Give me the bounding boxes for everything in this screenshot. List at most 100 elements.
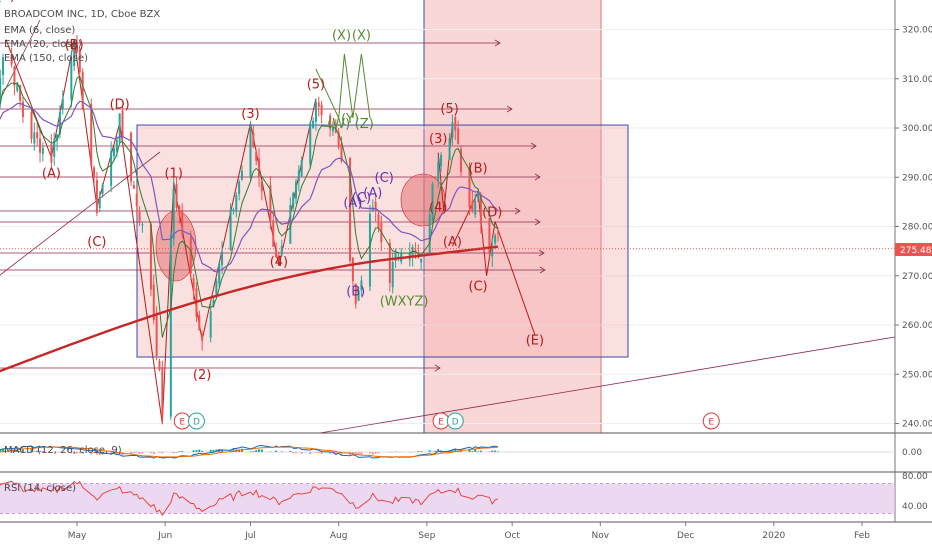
candle [90, 103, 93, 167]
macd-histogram-bar [252, 451, 255, 452]
macd-histogram-bar [58, 452, 61, 453]
macd-histogram-bar [351, 452, 354, 454]
candle [295, 181, 298, 199]
macd-histogram-bar [354, 452, 357, 454]
macd-histogram-bar [280, 451, 283, 452]
candle [21, 101, 24, 118]
range-box [136, 124, 629, 358]
candle [252, 132, 255, 148]
candle [420, 258, 423, 263]
candle [488, 218, 491, 254]
price-tick-label: 240.00 [902, 420, 932, 430]
time-tick-label: Jul [244, 531, 256, 541]
macd-histogram-bar [420, 451, 423, 452]
candle [78, 49, 81, 72]
macd-histogram-bar [161, 452, 164, 454]
macd-histogram-bar [496, 451, 499, 452]
rsi-line [0, 480, 499, 517]
candle [141, 224, 144, 226]
signal-line [0, 446, 498, 458]
candle [178, 206, 181, 216]
candle [479, 195, 482, 224]
time-zone-highlight [424, 0, 601, 433]
macd-histogram-bar [81, 452, 84, 454]
price-tick-label: 320.00 [902, 26, 932, 36]
event-marker-label: E [438, 418, 444, 428]
candle [269, 185, 272, 222]
wave-label: (B) [469, 161, 488, 176]
price-tick-label: 260.00 [902, 321, 932, 331]
macd-histogram-bar [300, 452, 303, 454]
wave-label: (C) [375, 171, 394, 186]
candle [292, 193, 295, 209]
candle [496, 232, 499, 234]
ema-layer [0, 75, 499, 373]
macd-histogram-bar [494, 450, 497, 452]
candle [349, 158, 352, 261]
candle [374, 201, 377, 211]
candle [258, 158, 261, 178]
candle [309, 123, 312, 165]
candle [16, 82, 19, 91]
macd-histogram-bar [309, 452, 312, 455]
candle [275, 248, 278, 258]
macd-histogram-bar [374, 452, 377, 454]
candle [255, 152, 258, 161]
ema-20-line [0, 100, 499, 273]
candle [494, 235, 497, 244]
wave-label: (Z) [355, 117, 374, 132]
candle [61, 98, 64, 109]
event-marker-label: E [708, 418, 714, 428]
candle [289, 205, 292, 244]
candle [152, 284, 155, 321]
candle [132, 184, 135, 189]
wave-label: (A) [343, 196, 362, 211]
candle [280, 245, 283, 256]
macd-histogram-bar [33, 451, 36, 452]
macd-histogram-bar [329, 452, 332, 454]
rsi-band [0, 483, 895, 514]
macd-histogram-bar [269, 451, 272, 452]
candle [56, 134, 59, 141]
candle [317, 102, 320, 107]
rsi-pane: 80.00 40.00 [0, 472, 928, 517]
candle [118, 113, 121, 143]
candle [272, 220, 275, 247]
candle [149, 224, 152, 290]
ema-6-line [0, 75, 499, 338]
candle [471, 201, 474, 211]
macd-histogram-bar [76, 452, 78, 454]
price-tick-label: 250.00 [902, 370, 932, 380]
macd-histogram-bar [479, 450, 482, 452]
macd-histogram-bar [289, 450, 292, 452]
candle [238, 181, 241, 195]
macd-histogram-bar [21, 449, 24, 452]
candle [135, 193, 138, 207]
macd-histogram-bar [138, 452, 141, 455]
macd-histogram-bar [229, 450, 232, 452]
macd-histogram-bar [181, 451, 184, 452]
drawing-layer [0, 19, 896, 434]
wave-label: (A) [42, 166, 61, 181]
candle [388, 242, 391, 284]
candle [53, 139, 56, 157]
candle [2, 57, 5, 75]
ray-arrowhead [534, 173, 541, 181]
macd-histogram-bar [70, 452, 73, 454]
candle [101, 184, 104, 194]
macd-histogram-bar [152, 452, 155, 455]
wave-label: (D) [110, 97, 130, 112]
macd-histogram-bar [314, 452, 317, 453]
macd-histogram-bar [491, 450, 494, 452]
macd-histogram-bar [209, 449, 212, 452]
macd-histogram-bar [260, 449, 263, 452]
macd-histogram-bar [437, 448, 440, 452]
event-marker-label: D [452, 418, 459, 428]
candle [468, 168, 471, 207]
candle [112, 148, 115, 157]
macd-histogram-bar [61, 452, 64, 454]
candle [95, 180, 98, 213]
ema-150-line [0, 245, 499, 373]
macd-histogram-bar [275, 450, 278, 452]
